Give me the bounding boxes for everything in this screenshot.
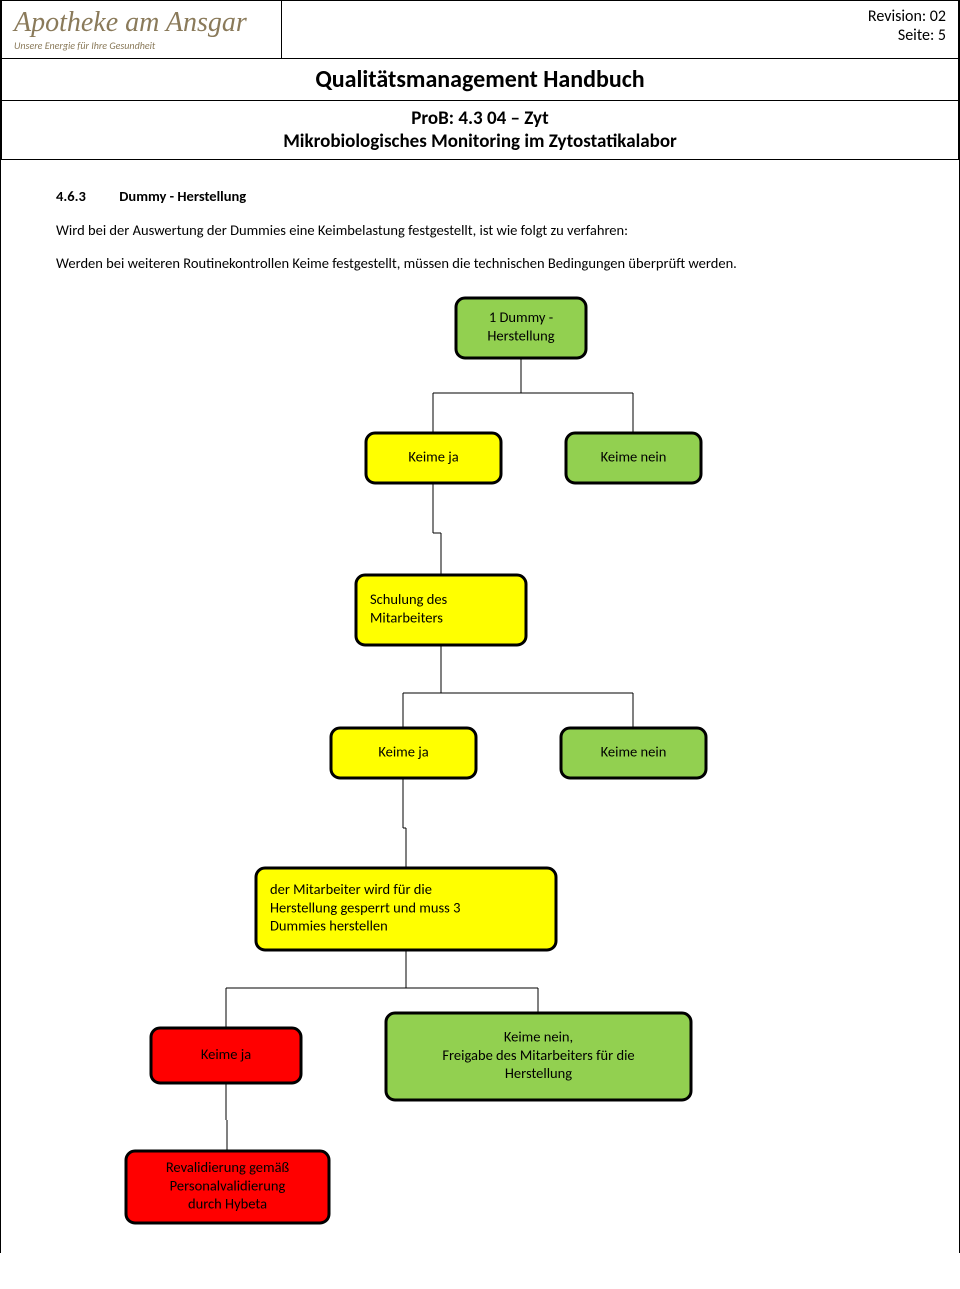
section-number: 4.6.3: [56, 187, 116, 207]
doc-subtitle2: Mikrobiologisches Monitoring im Zytostat…: [14, 130, 946, 153]
svg-text:Herstellung: Herstellung: [505, 1064, 572, 1082]
svg-text:Schulung des: Schulung des: [370, 590, 448, 608]
svg-text:durch Hybeta: durch Hybeta: [188, 1194, 267, 1212]
flowchart-diagram: 1 Dummy -HerstellungKeime jaKeime neinSc…: [56, 288, 906, 1233]
section-title: Dummy - Herstellung: [119, 187, 246, 205]
page-container: Apotheke am Ansgar Unsere Energie für Ih…: [0, 0, 960, 1253]
svg-text:der Mitarbeiter wird für die: der Mitarbeiter wird für die: [270, 880, 432, 898]
svg-text:Herstellung: Herstellung: [487, 326, 554, 344]
content-area: 4.6.3 Dummy - Herstellung Wird bei der A…: [1, 160, 959, 1253]
doc-title: Qualitätsmanagement Handbuch: [2, 59, 959, 101]
svg-text:Keime ja: Keime ja: [378, 742, 428, 760]
section-heading: 4.6.3 Dummy - Herstellung: [56, 187, 904, 207]
svg-text:Freigabe des Mitarbeiters für: Freigabe des Mitarbeiters für die: [442, 1045, 634, 1063]
svg-text:Keime ja: Keime ja: [201, 1044, 251, 1062]
revision-label: Revision: 02: [294, 7, 946, 26]
svg-text:Dummies herstellen: Dummies herstellen: [270, 916, 388, 934]
svg-text:Keime nein: Keime nein: [601, 742, 667, 760]
svg-text:Keime ja: Keime ja: [408, 447, 458, 465]
svg-text:Personalvalidierung: Personalvalidierung: [170, 1176, 286, 1194]
doc-subtitle1: ProB: 4.3 04 – Zyt: [14, 107, 946, 130]
logo-cell: Apotheke am Ansgar Unsere Energie für Ih…: [2, 1, 282, 59]
paragraph-2: Werden bei weiteren Routinekontrollen Ke…: [56, 254, 904, 274]
svg-text:Herstellung gesperrt und muss: Herstellung gesperrt und muss 3: [270, 898, 460, 916]
svg-text:1 Dummy -: 1 Dummy -: [489, 308, 553, 326]
logo-subtitle: Unsere Energie für Ihre Gesundheit: [14, 39, 269, 52]
logo-text: Apotheke am Ansgar: [14, 7, 269, 39]
svg-text:Keime nein: Keime nein: [601, 447, 667, 465]
doc-subtitle-cell: ProB: 4.3 04 – Zyt Mikrobiologisches Mon…: [2, 101, 959, 160]
svg-text:Mitarbeiters: Mitarbeiters: [370, 608, 443, 626]
svg-text:Keime nein,: Keime nein,: [504, 1027, 573, 1045]
svg-text:Revalidierung gemäß: Revalidierung gemäß: [166, 1158, 290, 1176]
paragraph-1: Wird bei der Auswertung der Dummies eine…: [56, 221, 904, 241]
header-table: Apotheke am Ansgar Unsere Energie für Ih…: [1, 0, 959, 160]
page-number: Seite: 5: [294, 26, 946, 45]
revision-cell: Revision: 02 Seite: 5: [282, 1, 959, 59]
